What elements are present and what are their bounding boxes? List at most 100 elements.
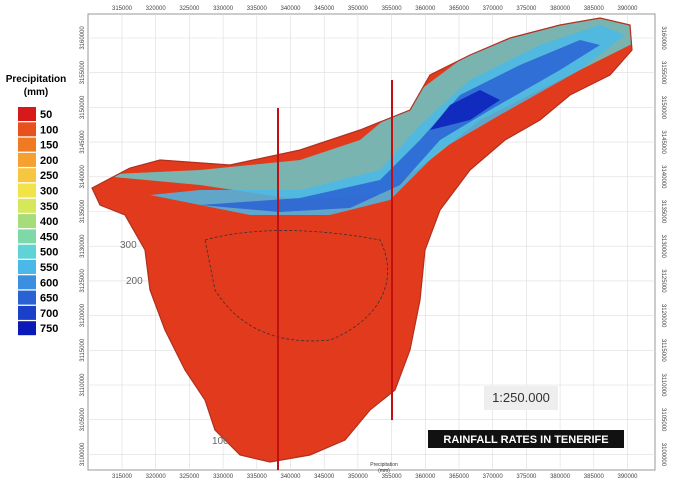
legend-swatch (18, 168, 36, 183)
northing-label: 3135000 (660, 200, 666, 224)
easting-label: 345000 (314, 6, 335, 12)
easting-label: 390000 (617, 474, 638, 480)
easting-label: 375000 (516, 474, 537, 480)
legend-label: 100 (40, 124, 58, 136)
core (430, 90, 500, 130)
easting-label: 380000 (550, 6, 571, 12)
legend-label: 600 (40, 277, 58, 289)
legend-swatch (18, 321, 36, 336)
northing-label: 3120000 (660, 304, 666, 328)
easting-label: 365000 (449, 6, 470, 12)
legend-label: 500 (40, 247, 58, 259)
legend-label: 400 (40, 216, 58, 228)
legend-label: 750 (40, 323, 58, 335)
legend-swatch (18, 275, 36, 290)
wet-band (92, 18, 632, 200)
northing-label: 3145000 (660, 130, 666, 154)
easting-label: 330000 (213, 474, 234, 480)
legend-swatch (18, 183, 36, 198)
easting-label: 365000 (449, 474, 470, 480)
footer-label: Precipitation (370, 462, 398, 468)
easting-label: 385000 (584, 6, 605, 12)
footer-label: (mm) (378, 468, 390, 474)
island (92, 18, 632, 462)
title-box (428, 430, 624, 448)
map-frame (87, 13, 656, 471)
northing-label: 3125000 (660, 269, 666, 293)
legend-swatch (18, 290, 36, 305)
wettest-band (200, 40, 600, 212)
legend-swatch (18, 229, 36, 244)
rainfall-base (92, 18, 632, 462)
legend-unit: (mm) (24, 87, 48, 98)
legend-swatch (18, 152, 36, 167)
legend-title: Precipitation (6, 74, 67, 85)
legend-label: 200 (40, 155, 58, 167)
easting-label: 315000 (112, 474, 133, 480)
scale-box (484, 386, 558, 410)
easting-label: 370000 (483, 474, 504, 480)
northing-label: 3105000 (660, 408, 666, 432)
legend-swatch (18, 214, 36, 229)
easting-label: 315000 (112, 6, 133, 12)
northing-label: 3105000 (80, 407, 86, 431)
northing-label: 3155000 (80, 60, 86, 84)
legend-label: 250 (40, 170, 58, 182)
contour-label: 300 (120, 240, 137, 251)
legend-swatch (18, 244, 36, 259)
northing-label: 3115000 (80, 338, 86, 362)
northing-label: 3125000 (80, 269, 86, 293)
northing-label: 3140000 (80, 164, 86, 188)
easting-label: 325000 (179, 474, 200, 480)
northing-label: 3150000 (80, 95, 86, 119)
easting-label: 335000 (247, 474, 268, 480)
easting-label: 370000 (483, 6, 504, 12)
northing-label: 3100000 (80, 442, 86, 466)
legend-swatch (18, 107, 36, 121)
easting-label: 355000 (382, 6, 403, 12)
northing-label: 3135000 (80, 199, 86, 223)
easting-label: 335000 (247, 6, 268, 12)
legend-label: 150 (40, 140, 58, 152)
legend-label: 700 (40, 308, 58, 320)
legend-label: 450 (40, 231, 58, 243)
easting-label: 340000 (280, 6, 301, 12)
easting-label: 385000 (584, 474, 605, 480)
legend-label: 300 (40, 186, 58, 198)
northing-label: 3110000 (660, 374, 666, 398)
easting-label: 350000 (348, 474, 369, 480)
northing-label: 3160000 (660, 26, 666, 50)
easting-label: 355000 (382, 474, 403, 480)
legend-swatch (18, 137, 36, 152)
scale: 1:250.000 (492, 390, 550, 405)
legend-label: 350 (40, 201, 58, 213)
legend-swatch (18, 198, 36, 213)
easting-label: 390000 (617, 6, 638, 12)
legend-swatch (18, 122, 36, 137)
legend-label: 550 (40, 262, 58, 274)
northing-label: 3110000 (80, 373, 86, 397)
contour-label: 200 (126, 276, 143, 287)
easting-label: 360000 (415, 6, 436, 12)
northing-label: 3140000 (660, 165, 666, 189)
northing-label: 3120000 (80, 303, 86, 327)
northing-label: 3145000 (80, 130, 86, 154)
northing-label: 3150000 (660, 96, 666, 120)
northing-label: 3130000 (80, 234, 86, 258)
easting-label: 380000 (550, 474, 571, 480)
northing-label: 3115000 (660, 339, 666, 363)
northing-label: 3100000 (660, 443, 666, 467)
easting-label: 325000 (179, 6, 200, 12)
caldera-outline (204, 230, 389, 342)
easting-label: 320000 (146, 6, 167, 12)
contour-label: 100 (212, 436, 229, 447)
easting-label: 320000 (146, 474, 167, 480)
easting-label: 340000 (280, 474, 301, 480)
legend-swatch (18, 260, 36, 274)
map-title: RAINFALL RATES IN TENERIFE (443, 434, 608, 446)
easting-label: 375000 (516, 6, 537, 12)
easting-label: 350000 (348, 6, 369, 12)
northing-label: 3130000 (660, 235, 666, 259)
easting-label: 345000 (314, 474, 335, 480)
